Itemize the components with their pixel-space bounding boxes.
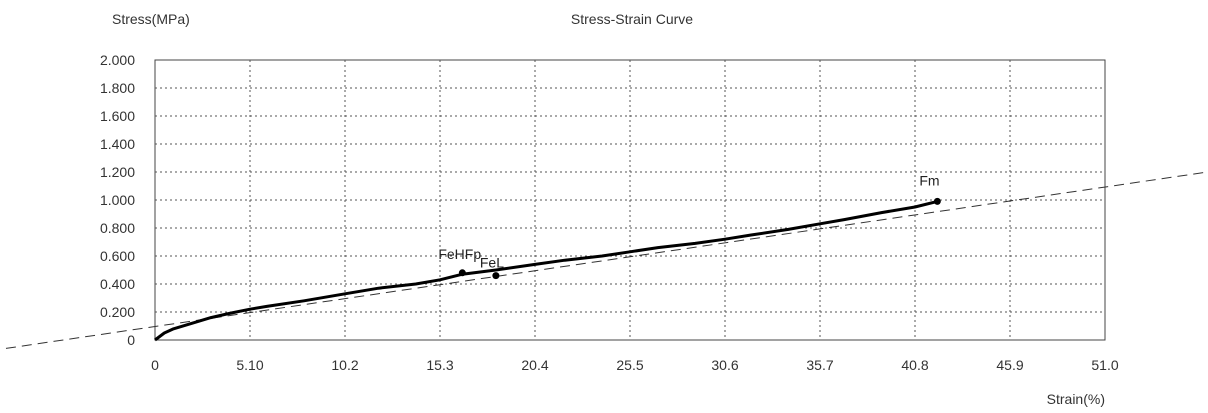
chart-title: Stress-Strain Curve xyxy=(571,11,693,27)
y-axis-title: Stress(MPa) xyxy=(112,11,190,27)
x-tick-label: 51.0 xyxy=(1091,357,1118,373)
series-group xyxy=(154,199,938,342)
x-tick-label: 20.4 xyxy=(521,357,548,373)
y-tick-label: 1.000 xyxy=(100,192,135,208)
annotation-label: FeHFp xyxy=(438,246,481,262)
y-tick-label: 1.400 xyxy=(100,136,135,152)
annotation-marker xyxy=(492,272,500,280)
y-tick-label: 1.800 xyxy=(100,80,135,96)
trend-line xyxy=(5,171,1208,349)
y-tick-label: 1.600 xyxy=(100,108,135,124)
x-tick-label: 25.5 xyxy=(616,357,643,373)
x-tick-label: 40.8 xyxy=(901,357,928,373)
annotation-label: FeL xyxy=(480,255,504,271)
x-tick-label: 35.7 xyxy=(806,357,833,373)
y-tick-label: 2.000 xyxy=(100,52,135,68)
x-tick-label: 5.10 xyxy=(236,357,263,373)
x-tick-label: 30.6 xyxy=(711,357,738,373)
x-axis-title: Strain(%) xyxy=(1047,391,1105,407)
x-tick-label: 15.3 xyxy=(426,357,453,373)
x-tick-label: 45.9 xyxy=(996,357,1023,373)
y-tick-label: 0 xyxy=(127,332,135,348)
y-tick-label: 0.800 xyxy=(100,220,135,236)
y-tick-label: 1.200 xyxy=(100,164,135,180)
y-tick-label: 0.600 xyxy=(100,248,135,264)
annotation-marker xyxy=(458,269,466,277)
trend-line-group xyxy=(5,171,1208,349)
annotation-marker xyxy=(933,197,941,205)
y-tick-label: 0.400 xyxy=(100,276,135,292)
x-tick-label: 10.2 xyxy=(331,357,358,373)
y-tick-label: 0.200 xyxy=(100,304,135,320)
stress-strain-curve xyxy=(154,199,938,342)
grid xyxy=(154,59,1106,341)
annotation-label: Fm xyxy=(919,172,939,188)
ticks: 0 5.10 10.2 15.3 20.4 25.5 30.6 35.7 40.8 45.9 51.… xyxy=(100,52,1119,373)
x-tick-label: 0 xyxy=(151,357,159,373)
